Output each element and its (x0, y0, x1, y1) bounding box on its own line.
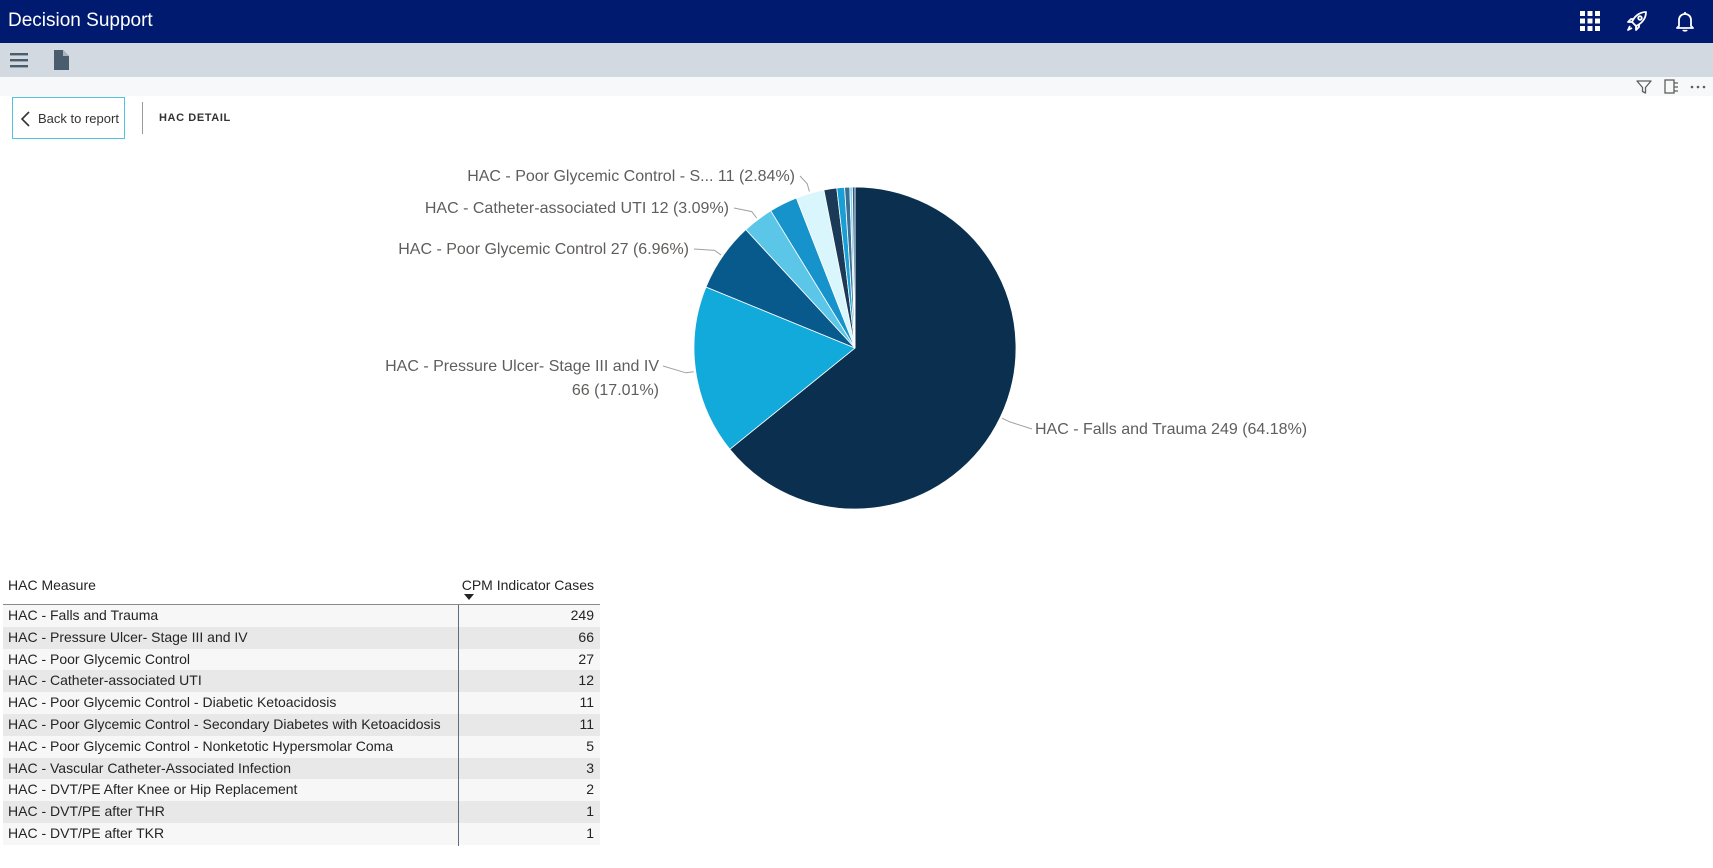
column-separator (458, 605, 459, 846)
cell-cpm-indicator-cases: 27 (578, 650, 594, 667)
table-row[interactable]: HAC - Vascular Catheter-Associated Infec… (3, 757, 600, 780)
table-body: HAC - Falls and Trauma 249 HAC - Pressure … (3, 605, 600, 845)
pie-slice[interactable] (851, 186, 856, 349)
cell-cpm-indicator-cases: 11 (579, 694, 594, 711)
page-title: HAC DETAIL (159, 112, 231, 124)
pie-data-label: HAC - Falls and Trauma 249 (64.18%) (1035, 421, 1307, 438)
table-row[interactable]: HAC - Catheter-associated UTI 12 (3, 670, 600, 693)
cell-cpm-indicator-cases: 5 (586, 737, 594, 754)
header-divider (142, 102, 143, 134)
cell-hac-measure: HAC - Poor Glycemic Control - Nonketotic… (8, 737, 394, 754)
visual-header-strip (0, 77, 1713, 96)
focus-mode-icon[interactable] (1662, 78, 1680, 96)
rocket-icon[interactable] (1625, 9, 1649, 33)
pie-data-label: HAC - Poor Glycemic Control - S... 11 (2… (467, 168, 795, 185)
table-row[interactable]: HAC - DVT/PE after THR 1 (3, 801, 600, 823)
pie-slices (693, 186, 1017, 510)
pie-data-label: 66 (17.01%) (572, 382, 659, 399)
cell-hac-measure: HAC - Falls and Trauma (8, 607, 159, 623)
apps-grid-icon[interactable] (1578, 9, 1602, 33)
cell-cpm-indicator-cases: 3 (586, 759, 594, 776)
app-title: Decision Support (8, 10, 153, 31)
column-header-hac-measure[interactable]: HAC Measure (8, 577, 96, 593)
table-row[interactable]: HAC - Poor Glycemic Control 27 (3, 648, 600, 671)
cell-cpm-indicator-cases: 249 (570, 607, 594, 623)
cell-cpm-indicator-cases: 11 (579, 715, 594, 732)
table-header: HAC Measure CPM Indicator Cases (3, 573, 600, 605)
cell-cpm-indicator-cases: 2 (586, 781, 594, 798)
table-row[interactable]: HAC - Falls and Trauma 249 (3, 605, 600, 627)
report-toolbar (0, 43, 1713, 77)
document-icon[interactable] (50, 49, 72, 71)
column-header-cpm-indicator-cases[interactable]: CPM Indicator Cases (461, 577, 594, 593)
pie-leader-line (799, 175, 810, 192)
table-row[interactable]: HAC - Poor Glycemic Control - Nonketotic… (3, 735, 600, 758)
table-row[interactable]: HAC - Pressure Ulcer- Stage III and IV 66 (3, 626, 600, 649)
pie-slice[interactable] (693, 286, 856, 450)
pie-leader-line (662, 365, 694, 374)
bell-icon[interactable] (1673, 9, 1697, 33)
pie-data-labels: HAC - Falls and Trauma 249 (64.18%) HAC -… (385, 168, 1307, 438)
sort-descending-icon (464, 594, 474, 600)
pie-slice[interactable] (729, 186, 1017, 510)
hac-measure-table: HAC Measure CPM Indicator Cases HAC - Fa… (3, 573, 600, 846)
pie-data-label: HAC - Pressure Ulcer- Stage III and IV (385, 358, 659, 375)
hac-pie-chart: HAC - Falls and Trauma 249 (64.18%) HAC -… (385, 168, 1307, 510)
pie-data-label: HAC - Poor Glycemic Control 27 (6.96%) (398, 241, 689, 258)
pie-data-label: HAC - Catheter-associated UTI 12 (3.09%) (425, 200, 729, 217)
filter-icon[interactable] (1635, 78, 1653, 96)
cell-hac-measure: HAC - DVT/PE After Knee or Hip Replaceme… (8, 781, 298, 798)
cell-cpm-indicator-cases: 1 (586, 824, 594, 841)
table-row[interactable]: HAC - Poor Glycemic Control - Secondary … (3, 713, 600, 736)
cell-cpm-indicator-cases: 1 (586, 803, 594, 820)
pie-leader-line (693, 248, 722, 256)
table-row[interactable]: HAC - Poor Glycemic Control - Diabetic K… (3, 692, 600, 714)
app-header: Decision Support (0, 0, 1713, 43)
cell-hac-measure: HAC - Poor Glycemic Control (8, 650, 191, 667)
cell-hac-measure: HAC - DVT/PE after TKR (8, 824, 165, 841)
pie-leader-line (733, 207, 757, 219)
cell-hac-measure: HAC - Pressure Ulcer- Stage III and IV (8, 628, 248, 645)
back-to-report-label: Back to report (38, 111, 119, 126)
cell-hac-measure: HAC - Poor Glycemic Control - Diabetic K… (8, 694, 337, 711)
cell-cpm-indicator-cases: 12 (578, 672, 594, 689)
cell-hac-measure: HAC - Catheter-associated UTI (8, 672, 202, 689)
cell-hac-measure: HAC - Poor Glycemic Control - Secondary … (8, 715, 441, 732)
cell-hac-measure: HAC - Vascular Catheter-Associated Infec… (8, 759, 291, 776)
back-to-report-button[interactable]: Back to report (12, 97, 125, 139)
more-options-icon[interactable] (1689, 78, 1707, 96)
cell-hac-measure: HAC - DVT/PE after THR (8, 803, 165, 820)
chevron-left-icon (20, 111, 30, 127)
cell-cpm-indicator-cases: 66 (578, 628, 594, 645)
table-row[interactable]: HAC - DVT/PE After Knee or Hip Replaceme… (3, 779, 600, 802)
table-row[interactable]: HAC - DVT/PE after TKR 1 (3, 822, 600, 845)
pie-leader-lines (662, 175, 1033, 430)
hamburger-menu-icon[interactable] (8, 49, 30, 71)
pie-leader-line (1001, 417, 1033, 430)
